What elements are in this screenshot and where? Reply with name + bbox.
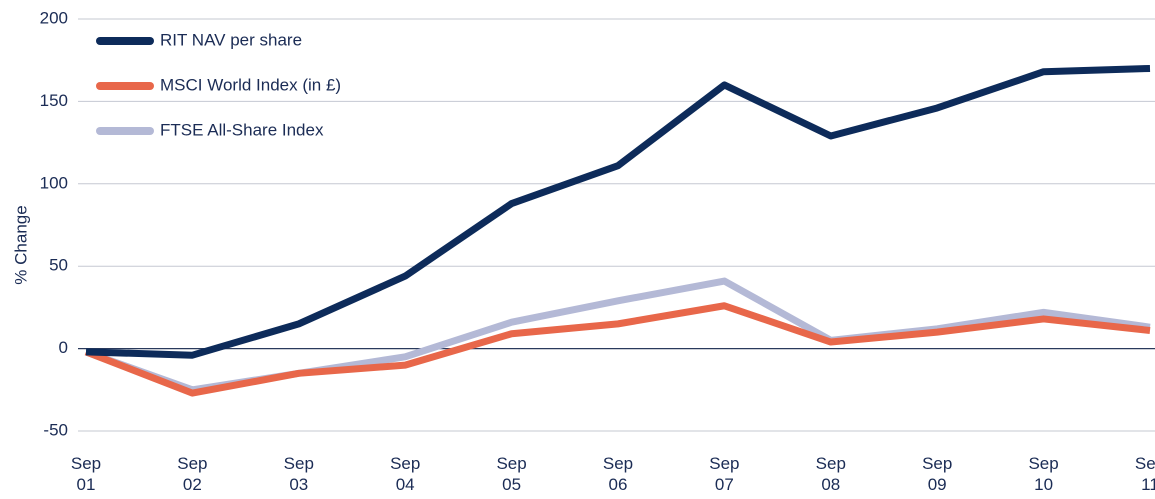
x-tick-label: Sep 07: [709, 454, 740, 494]
x-tick-label: Sep 09: [922, 454, 953, 494]
x-tick-label: Sep 11: [1134, 454, 1155, 494]
series-line: [84, 277, 1151, 394]
legend-label: MSCI World Index (in £): [160, 75, 341, 94]
x-tick-label: Sep 02: [177, 454, 208, 494]
y-tick-label: 50: [49, 256, 68, 275]
x-tick-label: Sep 04: [390, 454, 421, 494]
series-line: [84, 302, 1151, 397]
legend-label: RIT NAV per share: [160, 30, 302, 49]
x-tick-label: Sep 06: [602, 454, 634, 494]
y-tick-label: 0: [59, 338, 68, 357]
x-tick-label: Sep 10: [1028, 454, 1059, 494]
y-tick-label: 100: [40, 173, 68, 192]
y-axis-label: % Change: [11, 205, 30, 284]
series-line: [85, 64, 1151, 359]
x-tick-label: Sep 01: [70, 454, 102, 494]
y-tick-label: 150: [40, 91, 68, 110]
x-tick-label: Sep 05: [496, 454, 527, 494]
y-tick-label: -50: [43, 420, 68, 439]
y-tick-label: 200: [40, 8, 68, 27]
x-tick-label: Sep 08: [815, 454, 846, 494]
legend-label: FTSE All-Share Index: [160, 120, 324, 139]
x-tick-label: Sep 03: [283, 454, 314, 494]
